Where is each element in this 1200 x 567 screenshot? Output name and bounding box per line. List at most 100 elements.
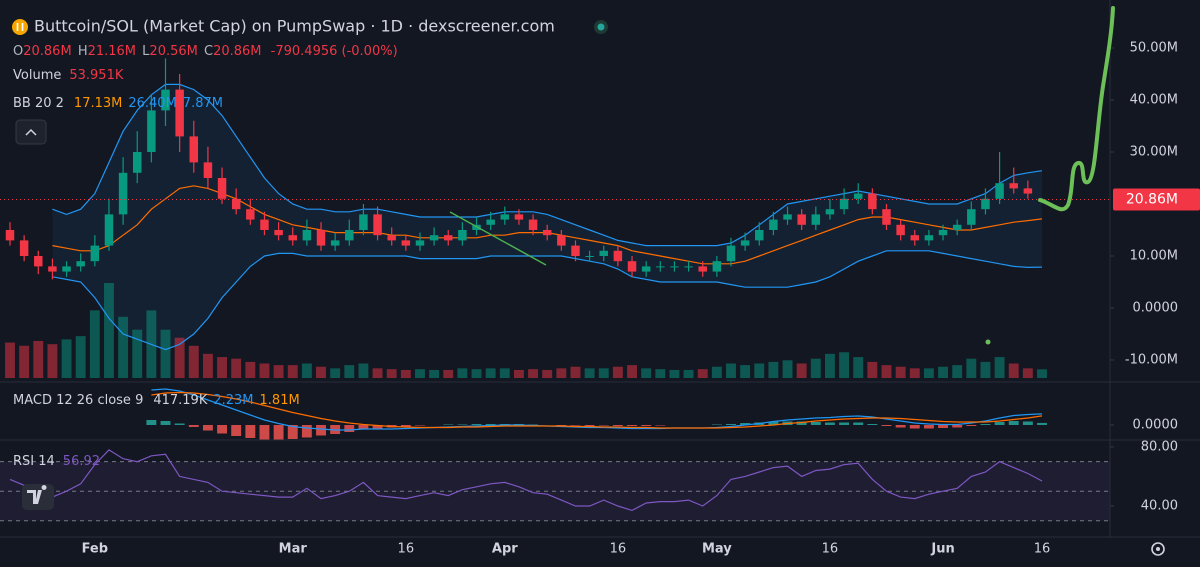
plot-area: 50.00M 40.00M 30.00M 10.00M 0.0000 -10.00M 20.… [0, 40, 1200, 557]
macd-histogram-bar [443, 424, 454, 425]
candle-body [571, 245, 580, 256]
volume-bar [612, 366, 623, 378]
x-tick-label: Feb [82, 542, 108, 557]
y-tick-label: 30.00M [1130, 144, 1178, 159]
bb-value: 7.87M [183, 96, 223, 111]
macd-histogram-bar [839, 422, 850, 425]
candle-body [641, 266, 651, 272]
volume-bar [89, 310, 100, 378]
candle-body [500, 214, 510, 220]
volume-bar [485, 368, 496, 378]
candle-body [48, 266, 57, 272]
volume-bar [683, 369, 694, 378]
candle-body [656, 266, 665, 268]
macd-histogram-bar [909, 425, 920, 429]
volume-bar [697, 369, 708, 378]
macd-histogram-bar [400, 425, 411, 427]
candle-body [952, 224, 962, 230]
x-tick-label: Apr [492, 542, 518, 557]
candle-body [585, 255, 594, 257]
macd-histogram-bar [796, 421, 807, 425]
volume-bar [542, 369, 553, 378]
volume-bar [259, 363, 270, 378]
candle-body [444, 235, 453, 241]
candle-body [274, 229, 283, 236]
collapse-button[interactable] [15, 119, 47, 145]
candle-body [783, 214, 792, 220]
volume-bar [5, 342, 15, 378]
candle-body [132, 151, 142, 173]
y-tick-label: 80.00 [1141, 439, 1178, 454]
volume-bar [160, 329, 171, 378]
candle-body [330, 240, 340, 246]
candle-body [316, 229, 326, 246]
volume-bar [740, 365, 751, 378]
volume-bar [952, 365, 963, 378]
volume-bar [499, 368, 510, 378]
candle-body [19, 240, 29, 256]
candle-body [797, 214, 806, 225]
ohlc-label: O [13, 44, 23, 59]
volume-bar [19, 345, 30, 378]
volume-bar [824, 353, 835, 378]
status-dot [597, 23, 605, 31]
volume-bar [810, 358, 821, 378]
candle-body [882, 209, 891, 225]
candle-body [811, 214, 821, 225]
volume-bar [598, 368, 609, 378]
macd-histogram-bar [655, 425, 666, 426]
macd-histogram-bar [174, 423, 185, 425]
candle-body [981, 198, 990, 210]
volume-bar [570, 366, 581, 378]
candle-body [175, 89, 184, 137]
volume-bar [980, 361, 991, 378]
volume-bar [400, 369, 411, 378]
volume-bar [415, 369, 425, 378]
macd-histogram-bar [358, 425, 369, 430]
candle-body [712, 261, 722, 272]
x-tick-label: 16 [1034, 542, 1051, 557]
ohlc-value: 20.56M [149, 44, 197, 59]
macd-histogram-bar [867, 424, 878, 425]
macd-histogram-bar [259, 425, 270, 440]
volume-bar [754, 363, 765, 378]
volume-value: 53.951K [69, 68, 123, 83]
macd-histogram-bar [1008, 421, 1019, 425]
candle-body [458, 229, 467, 241]
candle-body [698, 266, 707, 272]
macd-histogram-bar [301, 425, 312, 438]
volume-bar [287, 365, 298, 378]
volume-bar [471, 369, 482, 378]
candle-body [231, 198, 241, 210]
candle-body [246, 209, 255, 220]
candle-body [203, 162, 213, 178]
candle-body [613, 250, 623, 262]
volume-bar [556, 368, 567, 378]
macd-histogram-bar [853, 422, 864, 425]
volume-bar [711, 366, 722, 378]
candle-body [147, 110, 156, 152]
macd-histogram-bar [471, 424, 482, 425]
token-icon [12, 19, 28, 35]
volume-bar [316, 366, 326, 378]
volume-bar [627, 365, 637, 378]
macd-histogram-bar [217, 425, 228, 434]
volume-bar [457, 368, 468, 378]
y-tick-label: 50.00M [1130, 40, 1178, 55]
macd-histogram-bar [711, 424, 722, 425]
volume-bar [839, 352, 850, 378]
x-tick-label: 16 [822, 542, 839, 557]
ohlc-label: L [142, 44, 150, 59]
candle-body [740, 240, 750, 246]
trend-line-drawing[interactable] [449, 211, 547, 266]
macd-histogram-bar [146, 420, 157, 425]
candle-body [1023, 188, 1033, 194]
macd-histogram-bar [726, 424, 736, 425]
volume-bar [231, 358, 242, 378]
volume-bar [881, 365, 892, 378]
volume-legend: Volume 53.951K [13, 68, 124, 83]
volume-bar [47, 344, 58, 378]
settings-icon[interactable] [1151, 542, 1165, 556]
dot-annotation [985, 339, 991, 345]
volume-bar [330, 368, 341, 378]
